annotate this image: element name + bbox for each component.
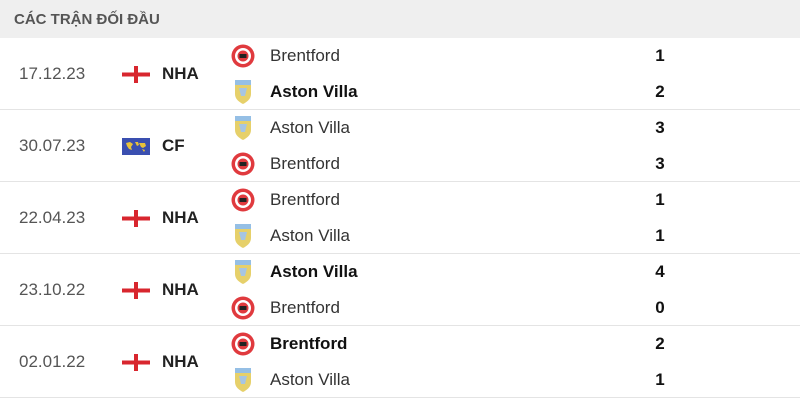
brentford-logo-icon [230, 151, 256, 177]
team-row: Aston Villa 1 [230, 362, 670, 398]
team-name: Aston Villa [270, 262, 358, 281]
team-row: Brentford 1 [230, 182, 670, 218]
team-row: Brentford 1 [230, 38, 670, 74]
team-name: Brentford [270, 298, 340, 317]
match-row[interactable]: 22.04.23 NHA Brentford 1 Aston Villa 1 [0, 182, 800, 254]
competition: CF [162, 136, 185, 155]
team-name: Brentford [270, 334, 348, 353]
competition: NHA [162, 352, 199, 371]
team-name: Brentford [270, 154, 340, 173]
team-row: Brentford 3 [230, 146, 670, 182]
team-name: Aston Villa [270, 118, 351, 137]
team-score: 3 [655, 118, 665, 137]
team-score: 1 [655, 370, 665, 389]
match-row[interactable]: 02.01.22 NHA Brentford 2 Aston Villa 1 [0, 326, 800, 398]
section-title: CÁC TRẬN ĐỐI ĐẦU [14, 10, 160, 28]
section-header: CÁC TRẬN ĐỐI ĐẦU [0, 0, 800, 38]
team-row: Aston Villa 4 [230, 254, 670, 290]
match-date: 22.04.23 [19, 208, 86, 227]
match-date: 23.10.22 [19, 280, 86, 299]
team-score: 2 [655, 334, 665, 353]
competition: NHA [162, 208, 199, 227]
brentford-logo-icon [230, 43, 256, 69]
team-score: 3 [655, 154, 665, 173]
brentford-logo-icon [230, 187, 256, 213]
england-flag-icon [122, 66, 150, 83]
match-date: 02.01.22 [19, 352, 86, 371]
match-row[interactable]: 23.10.22 NHA Aston Villa 4 Brentford 0 [0, 254, 800, 326]
england-flag-icon [122, 354, 150, 371]
competition: NHA [162, 280, 199, 299]
team-score: 2 [655, 82, 665, 101]
team-row: Aston Villa 2 [230, 74, 670, 110]
team-row: Brentford 0 [230, 290, 670, 326]
aston-villa-logo-icon [230, 115, 256, 141]
team-score: 1 [655, 190, 665, 209]
team-score: 1 [655, 46, 665, 65]
competition: NHA [162, 64, 199, 83]
aston-villa-logo-icon [230, 259, 256, 285]
aston-villa-logo-icon [230, 223, 256, 249]
team-name: Brentford [270, 190, 340, 209]
match-row[interactable]: 17.12.23 NHA Brentford 1 Aston Villa 2 [0, 38, 800, 110]
team-row: Brentford 2 [230, 326, 670, 362]
team-name: Aston Villa [270, 82, 358, 101]
match-row[interactable]: 30.07.23 CF Aston Villa 3 Brentford 3 [0, 110, 800, 182]
team-row: Aston Villa 3 [230, 110, 670, 146]
aston-villa-logo-icon [230, 79, 256, 105]
england-flag-icon [122, 282, 150, 299]
team-score: 4 [655, 262, 665, 281]
match-date: 30.07.23 [19, 136, 86, 155]
team-row: Aston Villa 1 [230, 218, 670, 254]
team-name: Brentford [270, 46, 340, 65]
team-score: 0 [655, 298, 665, 317]
match-date: 17.12.23 [19, 64, 86, 83]
team-name: Aston Villa [270, 370, 351, 389]
team-name: Aston Villa [270, 226, 351, 245]
brentford-logo-icon [230, 295, 256, 321]
world-flag-icon [122, 138, 150, 155]
england-flag-icon [122, 210, 150, 227]
match-list: 17.12.23 NHA Brentford 1 Aston Villa 2 30… [0, 38, 800, 398]
team-score: 1 [655, 226, 665, 245]
brentford-logo-icon [230, 331, 256, 357]
aston-villa-logo-icon [230, 367, 256, 393]
